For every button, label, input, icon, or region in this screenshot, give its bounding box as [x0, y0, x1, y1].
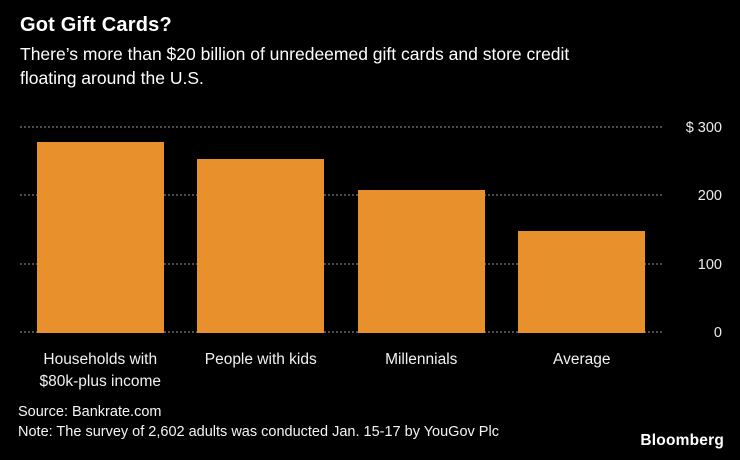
y-tick-label: 0 [713, 325, 722, 341]
category-label-line: Millennials [385, 351, 458, 368]
y-tick-label: $ 300 [685, 120, 722, 136]
bar-slot [341, 128, 502, 333]
category-label-line: Households with [43, 351, 158, 368]
chart-subtitle: There’s more than $20 billion of unredee… [20, 42, 569, 90]
bar-0 [36, 141, 164, 333]
plot-area [20, 126, 662, 333]
bar-slot [20, 128, 181, 333]
category-label-line: Average [553, 351, 611, 368]
chart-subtitle-line2: floating around the U.S. [20, 68, 204, 88]
chart-subtitle-line1: There’s more than $20 billion of unredee… [20, 44, 570, 64]
note-line: Note: The survey of 2,602 adults was con… [18, 424, 499, 440]
y-tick-label: 200 [697, 188, 722, 205]
y-axis: $ 300 200 100 0 [664, 120, 722, 341]
bar-slot [502, 128, 663, 333]
y-tick-label: 100 [697, 256, 722, 273]
category-label: Average [502, 349, 663, 393]
category-label: People with kids [181, 349, 342, 393]
bar-2 [357, 189, 485, 333]
chart-title: Got Gift Cards? [20, 14, 172, 36]
gridline [20, 194, 662, 197]
gridline [20, 262, 662, 265]
bar-slot [181, 128, 342, 333]
x-axis: Households with $80k-plus income People wi… [20, 349, 662, 393]
gridline [20, 126, 662, 128]
bar-3 [518, 230, 646, 333]
category-label-line: People with kids [204, 351, 317, 368]
gridline [20, 331, 662, 333]
bar-series [20, 128, 662, 333]
source-line: Source: Bankrate.com [18, 404, 162, 420]
bloomberg-logo: Bloomberg [640, 432, 724, 449]
category-label: Households with $80k-plus income [20, 349, 181, 393]
bar-1 [197, 158, 325, 333]
category-label: Millennials [341, 349, 502, 393]
category-label-line: $80k-plus income [39, 373, 161, 390]
